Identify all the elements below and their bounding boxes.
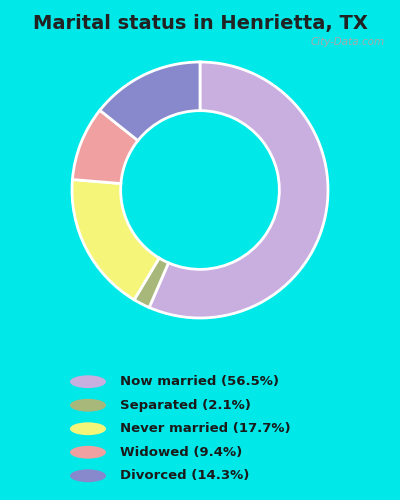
- Wedge shape: [134, 258, 168, 308]
- Text: Now married (56.5%): Now married (56.5%): [120, 375, 279, 388]
- Wedge shape: [72, 180, 159, 300]
- Circle shape: [70, 470, 106, 482]
- Circle shape: [70, 422, 106, 435]
- Wedge shape: [72, 110, 138, 184]
- Text: Separated (2.1%): Separated (2.1%): [120, 398, 251, 411]
- Text: Never married (17.7%): Never married (17.7%): [120, 422, 291, 435]
- Circle shape: [70, 446, 106, 458]
- Wedge shape: [100, 62, 200, 140]
- Text: Divorced (14.3%): Divorced (14.3%): [120, 470, 249, 482]
- Text: Marital status in Henrietta, TX: Marital status in Henrietta, TX: [32, 14, 368, 32]
- Circle shape: [70, 399, 106, 411]
- Wedge shape: [149, 62, 328, 318]
- Text: Widowed (9.4%): Widowed (9.4%): [120, 446, 242, 459]
- Text: City-Data.com: City-Data.com: [310, 37, 384, 47]
- Circle shape: [70, 376, 106, 388]
